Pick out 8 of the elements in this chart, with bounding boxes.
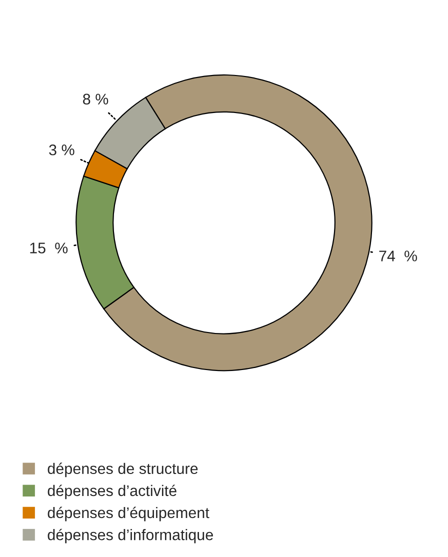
data-label: 8 % (83, 94, 108, 105)
legend-label: dépenses de structure (48, 462, 198, 478)
legend-label: dépenses d’activité (48, 484, 176, 500)
data-label: 3 % (49, 144, 74, 156)
data-label: 15 % (30, 242, 68, 254)
data-label: 74 % (379, 250, 418, 262)
legend-label: dépenses d’équipement (48, 506, 210, 522)
legend-label: dépenses d’informatique (48, 528, 213, 544)
